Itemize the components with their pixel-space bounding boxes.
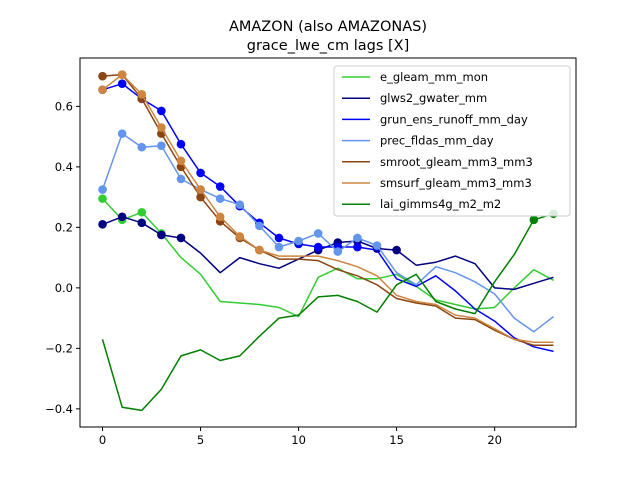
x-tick-label: 20 bbox=[487, 433, 502, 447]
data-point-smroot_gleam_mm3_mm3 bbox=[98, 71, 107, 81]
data-point-smsurf_gleam_mm3_mm3 bbox=[98, 85, 107, 95]
x-axis: 0 5 10 15 20 bbox=[99, 427, 502, 447]
data-point-glws2_gwater_mm bbox=[98, 220, 107, 229]
data-point-grun_ens_runoff_mm_day bbox=[274, 233, 284, 243]
data-point-prec_fldas_mm_day bbox=[137, 142, 147, 152]
series-line-smsurf_gleam_mm3_mm3 bbox=[102, 73, 554, 344]
data-point-prec_fldas_mm_day bbox=[157, 141, 166, 151]
data-point-grun_ens_runoff_mm_day bbox=[196, 168, 205, 178]
data-point-grun_ens_runoff_mm_day bbox=[157, 106, 166, 116]
data-point-smsurf_gleam_mm3_mm3 bbox=[137, 89, 147, 99]
series-line-lai_gimms4g_m2_m2 bbox=[101, 213, 554, 412]
legend-label: smsurf_gleam_mm3_mm3 bbox=[380, 176, 532, 190]
data-point-glws2_gwater_mm bbox=[392, 245, 401, 255]
data-point-prec_fldas_mm_day bbox=[294, 236, 303, 246]
data-point-prec_fldas_mm_day bbox=[313, 229, 323, 238]
data-point-smsurf_gleam_mm3_mm3 bbox=[157, 123, 166, 132]
data-point-prec_fldas_mm_day bbox=[274, 242, 284, 252]
legend-label: glws2_gwater_mm bbox=[380, 91, 487, 105]
y-tick-label: 0.4 bbox=[55, 160, 73, 174]
data-point-prec_fldas_mm_day bbox=[333, 247, 343, 256]
data-point-glws2_gwater_mm bbox=[157, 230, 166, 240]
y-tick-label: 0.2 bbox=[55, 220, 73, 234]
data-point-prec_fldas_mm_day bbox=[117, 129, 127, 138]
x-tick-label: 0 bbox=[99, 433, 106, 447]
y-axis: −0.4 −0.2 0.0 0.2 0.4 0.6 bbox=[45, 99, 80, 416]
data-point-smroot_gleam_mm3_mm3 bbox=[196, 192, 205, 202]
data-point-prec_fldas_mm_day bbox=[255, 221, 264, 231]
data-point-prec_fldas_mm_day bbox=[235, 200, 245, 209]
data-point-smsurf_gleam_mm3_mm3 bbox=[255, 245, 264, 255]
y-tick-label: −0.2 bbox=[45, 341, 73, 355]
data-point-e_gleam_mm_mon bbox=[137, 207, 147, 217]
data-point-prec_fldas_mm_day bbox=[353, 233, 362, 243]
series-line-grun_ens_runoff_mm_day bbox=[102, 82, 554, 353]
y-tick-label: −0.4 bbox=[45, 402, 73, 416]
data-point-prec_fldas_mm_day bbox=[176, 174, 186, 184]
series-line-glws2_gwater_mm bbox=[102, 216, 554, 291]
legend-label: lai_gimms4g_m2_m2 bbox=[380, 197, 501, 211]
data-point-lai_gimms4g_m2_m2 bbox=[529, 215, 539, 225]
plot-area bbox=[98, 70, 558, 412]
data-point-smsurf_gleam_mm3_mm3 bbox=[176, 156, 186, 166]
data-point-grun_ens_runoff_mm_day bbox=[117, 79, 127, 89]
series-line-prec_fldas_mm_day bbox=[101, 132, 554, 333]
y-tick-label: 0.6 bbox=[55, 99, 73, 113]
legend-label: prec_fldas_mm_day bbox=[380, 134, 494, 148]
data-point-glws2_gwater_mm bbox=[137, 218, 147, 228]
x-tick-label: 15 bbox=[389, 433, 404, 447]
legend: e_gleam_mm_mon glws2_gwater_mm grun_ens_ru… bbox=[333, 65, 571, 217]
x-tick-label: 5 bbox=[197, 433, 204, 447]
data-point-smsurf_gleam_mm3_mm3 bbox=[235, 232, 245, 241]
data-point-grun_ens_runoff_mm_day bbox=[215, 182, 225, 191]
data-point-smsurf_gleam_mm3_mm3 bbox=[215, 212, 225, 222]
data-point-prec_fldas_mm_day bbox=[372, 241, 382, 250]
data-point-prec_fldas_mm_day bbox=[215, 194, 225, 203]
chart-subtitle: grace_lwe_cm lags [X] bbox=[247, 38, 410, 54]
data-point-glws2_gwater_mm bbox=[176, 233, 186, 243]
x-tick-label: 10 bbox=[291, 433, 306, 447]
data-point-prec_fldas_mm_day bbox=[98, 185, 107, 194]
axes-frame bbox=[79, 57, 577, 428]
data-point-grun_ens_runoff_mm_day bbox=[176, 139, 186, 149]
data-point-smsurf_gleam_mm3_mm3 bbox=[196, 185, 205, 194]
data-point-smsurf_gleam_mm3_mm3 bbox=[117, 70, 127, 79]
data-point-e_gleam_mm_mon bbox=[98, 194, 107, 203]
data-point-grun_ens_runoff_mm_day bbox=[313, 242, 323, 252]
legend-box bbox=[333, 65, 571, 217]
legend-label: e_gleam_mm_mon bbox=[380, 70, 488, 84]
data-point-grun_ens_runoff_mm_day bbox=[353, 242, 362, 252]
legend-label: smroot_gleam_mm3_mm3 bbox=[380, 155, 533, 169]
data-point-glws2_gwater_mm bbox=[117, 212, 127, 222]
legend-label: grun_ens_runoff_mm_day bbox=[380, 112, 528, 126]
y-tick-label: 0.0 bbox=[55, 281, 73, 295]
chart-title: AMAZON (also AMAZONAS) bbox=[229, 19, 427, 35]
